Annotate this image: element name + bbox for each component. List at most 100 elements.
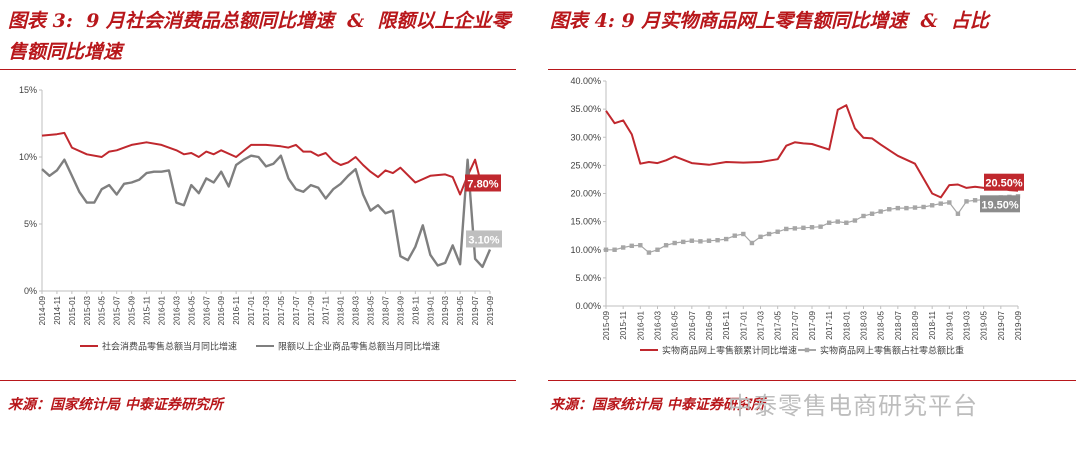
left-source-rule (0, 380, 516, 381)
x-tick-label: 2017-07 (791, 310, 800, 340)
series-point (646, 250, 652, 255)
x-tick-label: 2015-05 (98, 295, 107, 325)
series-point (955, 211, 961, 216)
series-line-1 (41, 154, 492, 269)
series-point (818, 224, 823, 229)
x-tick-label: 2017-03 (757, 310, 766, 340)
series-point (612, 247, 617, 252)
series-point (741, 231, 746, 237)
series-point (672, 240, 677, 246)
x-tick-label: 2016-11 (232, 295, 241, 324)
data-label: 7.80% (467, 178, 498, 190)
series-point (878, 209, 883, 214)
series-point (784, 226, 789, 232)
y-tick-label: 40.00% (570, 76, 601, 86)
series-point (620, 245, 626, 250)
x-tick-label: 2016-01 (636, 310, 645, 340)
x-tick-label: 2016-07 (688, 310, 697, 340)
data-label-box (466, 230, 502, 248)
x-tick-label: 2019-01 (426, 295, 435, 325)
x-tick-label: 2017-11 (322, 295, 331, 324)
x-tick-label: 2018-11 (411, 295, 420, 324)
x-tick-label: 2019-05 (980, 310, 989, 340)
x-tick-label: 2016-05 (187, 295, 196, 325)
legend-marker (804, 347, 810, 353)
y-tick-label: 15.00% (570, 217, 601, 227)
right-figure-title: 图表 4: 9 月实物商品网上零售额同比增速 & 占比 (550, 10, 989, 32)
series-point (655, 247, 660, 252)
x-tick-label: 2018-07 (381, 295, 390, 325)
series-point (852, 218, 858, 223)
series-point (809, 225, 815, 230)
x-tick-label: 2017-01 (247, 295, 256, 325)
series-point (801, 225, 806, 231)
x-tick-label: 2016-03 (654, 310, 663, 340)
series-point (861, 213, 866, 219)
x-tick-label: 2019-03 (441, 295, 450, 325)
y-tick-label: 30.00% (570, 132, 601, 142)
x-tick-label: 2016-07 (202, 295, 211, 325)
right-source: 来源：国家统计局 中泰证券研究所 (550, 397, 765, 413)
x-tick-label: 2019-05 (456, 295, 465, 325)
series-point (629, 243, 634, 249)
y-tick-label: 15% (19, 85, 37, 95)
x-tick-label: 2014-11 (53, 295, 62, 324)
left-source: 来源：国家统计局 中泰证券研究所 (8, 397, 223, 413)
x-tick-label: 2018-09 (396, 295, 405, 325)
x-tick-label: 2016-03 (172, 295, 181, 325)
series-point (715, 237, 720, 243)
x-tick-label: 2016-11 (722, 310, 731, 339)
y-tick-label: 10% (19, 152, 37, 162)
series-line-0 (605, 104, 1019, 199)
x-tick-label: 2018-05 (877, 310, 886, 340)
x-tick-label: 2017-03 (262, 295, 271, 325)
series-point (904, 205, 909, 211)
left-panel: 图表 3: 9 月社会消费品总额同比增速 & 限额以上企业零售额同比增速 0% 5… (0, 0, 520, 453)
legend-label: 实物商品网上零售额累计同比增速 (662, 345, 797, 356)
series-point (887, 207, 892, 212)
data-label-box (984, 173, 1024, 191)
y-tick-label: 0.00% (575, 301, 601, 311)
series-point (972, 198, 978, 203)
x-tick-label: 2015-07 (113, 295, 122, 325)
series-point (938, 201, 943, 206)
x-tick-label: 2015-09 (602, 310, 611, 340)
series-point (964, 199, 969, 204)
x-tick-label: 2018-03 (352, 295, 361, 325)
x-tick-label: 2016-05 (671, 310, 680, 340)
series-point (912, 205, 918, 210)
y-tick-label: 10.00% (570, 245, 601, 255)
x-tick-label: 2018-11 (928, 310, 937, 339)
series-point (792, 226, 798, 231)
series-point (732, 233, 737, 238)
y-tick-label: 5.00% (575, 273, 601, 283)
x-tick-label: 2016-09 (705, 310, 714, 340)
x-tick-label: 2014-09 (38, 295, 47, 325)
series-point (723, 236, 729, 242)
x-tick-label: 2017-05 (277, 295, 286, 325)
x-tick-label: 2018-01 (337, 295, 346, 325)
series-point (921, 204, 926, 210)
x-tick-label: 2017-01 (739, 310, 748, 340)
series-point (698, 239, 703, 244)
x-tick-label: 2015-11 (619, 310, 628, 339)
x-tick-label: 2019-09 (1014, 310, 1023, 340)
series-point (603, 247, 609, 252)
x-tick-label: 2017-05 (774, 310, 783, 340)
x-tick-label: 2018-01 (842, 310, 851, 340)
x-tick-label: 2016-09 (217, 295, 226, 325)
right-title-rule (548, 69, 1076, 70)
series-point (749, 240, 755, 246)
data-label: 19.50% (981, 199, 1019, 211)
legend-label: 限额以上企业商品零售总额当月同比增速 (278, 341, 440, 352)
x-tick-label: 2019-01 (945, 310, 954, 340)
right-line-chart: 0.00% 5.00% 10.00% 15.00% 20.00% 25.00% 30.00%… (570, 76, 1024, 356)
x-tick-label: 2019-07 (997, 310, 1006, 340)
series-point (929, 203, 935, 208)
series-line-0 (41, 131, 491, 196)
series-point (835, 219, 840, 224)
series-point (869, 211, 875, 216)
y-tick-label: 35.00% (570, 104, 601, 114)
right-source-rule (548, 380, 1076, 381)
data-label: 20.50% (985, 178, 1023, 190)
